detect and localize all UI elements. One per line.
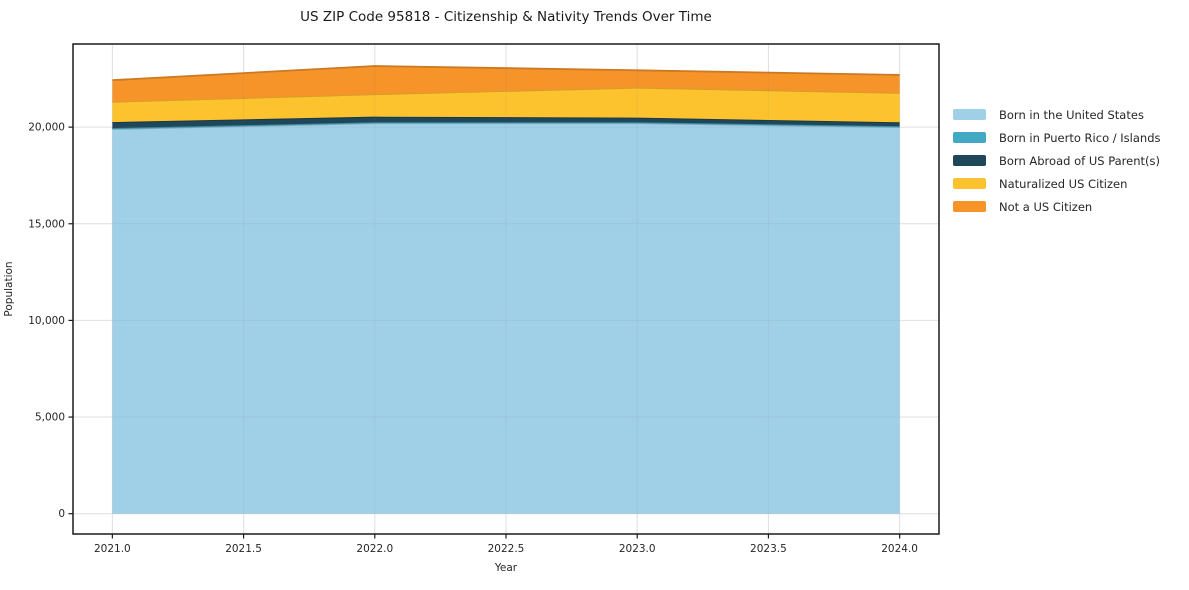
x-axis-label: Year	[494, 562, 518, 574]
legend-label: Born in Puerto Rico / Islands	[999, 130, 1161, 145]
legend: Born in the United States Born in Puerto…	[953, 103, 1161, 218]
legend-label: Born in the United States	[999, 107, 1144, 122]
legend-label: Born Abroad of US Parent(s)	[999, 153, 1160, 168]
area-series-4	[112, 66, 900, 102]
stacked-areas	[112, 65, 900, 514]
gridlines-overlay	[73, 44, 939, 534]
legend-label: Not a US Citizen	[999, 199, 1093, 214]
x-tick-label: 2022.5	[488, 543, 525, 555]
legend-item: Born in the United States	[953, 103, 1161, 126]
legend-swatch-icon	[953, 132, 986, 143]
legend-label: Naturalized US Citizen	[999, 176, 1128, 191]
legend-swatch-icon	[953, 201, 986, 212]
y-tick-label: 10,000	[28, 315, 65, 327]
x-tick-label: 2023.5	[750, 543, 787, 555]
legend-item: Born in Puerto Rico / Islands	[953, 126, 1161, 149]
y-tick-label: 20,000	[28, 122, 65, 134]
y-tick-label: 5,000	[35, 412, 65, 424]
legend-swatch-icon	[953, 178, 986, 189]
legend-item: Not a US Citizen	[953, 195, 1161, 218]
x-tick-label: 2024.0	[881, 543, 918, 555]
legend-swatch-icon	[953, 109, 986, 120]
area-series-4-edge	[112, 65, 900, 82]
area-series-0	[112, 123, 900, 514]
x-axis-ticks: 2021.0 2021.5 2022.0 2022.5 2023.0 2023.5 2024…	[94, 534, 918, 555]
legend-item: Naturalized US Citizen	[953, 172, 1161, 195]
legend-item: Born Abroad of US Parent(s)	[953, 149, 1161, 172]
y-axis-ticks: 0 5,000 10,000 15,000 20,000	[28, 122, 73, 520]
y-tick-label: 15,000	[28, 218, 65, 230]
x-tick-label: 2022.0	[356, 543, 393, 555]
chart-title: US ZIP Code 95818 - Citizenship & Nativi…	[300, 9, 712, 25]
y-tick-label: 0	[58, 508, 65, 520]
legend-swatch-icon	[953, 155, 986, 166]
x-tick-label: 2021.0	[94, 543, 131, 555]
x-tick-label: 2023.0	[619, 543, 656, 555]
x-tick-label: 2021.5	[225, 543, 262, 555]
